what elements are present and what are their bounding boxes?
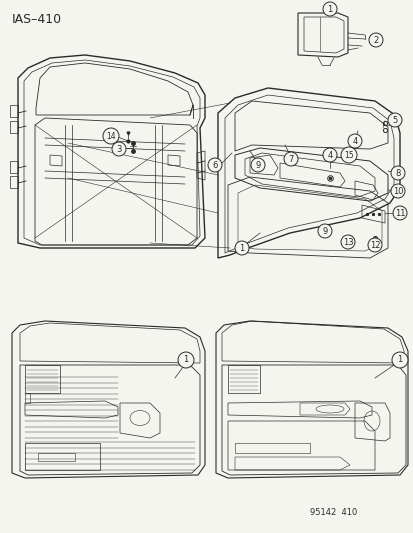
Text: 1: 1 xyxy=(396,356,402,365)
Text: IAS–410: IAS–410 xyxy=(12,13,62,26)
Circle shape xyxy=(250,158,264,172)
Text: 12: 12 xyxy=(369,240,379,249)
Circle shape xyxy=(340,147,356,163)
Circle shape xyxy=(340,235,354,249)
Circle shape xyxy=(103,128,119,144)
Text: 5: 5 xyxy=(392,116,396,125)
Circle shape xyxy=(178,352,194,368)
Circle shape xyxy=(322,148,336,162)
Circle shape xyxy=(283,152,297,166)
Circle shape xyxy=(368,33,382,47)
Circle shape xyxy=(112,142,126,156)
Circle shape xyxy=(391,352,407,368)
Text: 14: 14 xyxy=(106,132,116,141)
Text: 11: 11 xyxy=(394,208,404,217)
Text: 1: 1 xyxy=(239,244,244,253)
Text: 3: 3 xyxy=(116,144,121,154)
Circle shape xyxy=(235,241,248,255)
Circle shape xyxy=(390,166,404,180)
Circle shape xyxy=(347,134,361,148)
Circle shape xyxy=(367,238,381,252)
Circle shape xyxy=(317,224,331,238)
Circle shape xyxy=(387,113,401,127)
Circle shape xyxy=(207,158,221,172)
Text: 9: 9 xyxy=(255,160,260,169)
Text: 2: 2 xyxy=(373,36,378,44)
Text: 4: 4 xyxy=(351,136,357,146)
Text: 4: 4 xyxy=(327,150,332,159)
Circle shape xyxy=(392,206,406,220)
Text: 15: 15 xyxy=(343,150,353,159)
Text: 6: 6 xyxy=(212,160,217,169)
Text: 7: 7 xyxy=(287,155,293,164)
Circle shape xyxy=(322,2,336,16)
Text: 9: 9 xyxy=(322,227,327,236)
Text: 1: 1 xyxy=(183,356,188,365)
Text: 13: 13 xyxy=(342,238,352,246)
Text: 95142  410: 95142 410 xyxy=(309,508,356,517)
Text: 10: 10 xyxy=(392,187,402,196)
Circle shape xyxy=(390,184,404,198)
Text: 8: 8 xyxy=(394,168,400,177)
Text: 1: 1 xyxy=(327,4,332,13)
